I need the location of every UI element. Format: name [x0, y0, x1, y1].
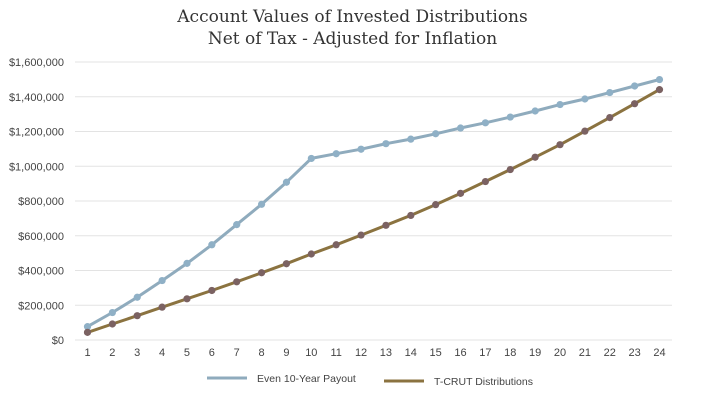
- data-point: [357, 231, 365, 239]
- data-point: [307, 250, 315, 258]
- data-point: [158, 303, 166, 311]
- x-tick-label: 4: [159, 347, 165, 359]
- data-point: [133, 293, 141, 301]
- y-tick-label: $400,000: [18, 266, 64, 278]
- chart-subtitle: Net of Tax - Adjusted for Inflation: [207, 29, 498, 49]
- x-tick-label: 8: [259, 347, 265, 359]
- y-tick-label: $200,000: [18, 300, 64, 312]
- data-point: [556, 100, 564, 109]
- data-point: [432, 201, 440, 209]
- legend-label: T-CRUT Distributions: [434, 376, 533, 388]
- data-point: [282, 178, 291, 186]
- data-point: [631, 82, 639, 90]
- x-tick-label: 15: [430, 347, 442, 359]
- data-point: [282, 260, 291, 268]
- x-tick-label: 11: [330, 347, 341, 359]
- y-tick-label: $600,000: [18, 231, 64, 243]
- x-tick-label: 2: [109, 347, 115, 359]
- data-point: [456, 124, 465, 132]
- data-point: [208, 241, 216, 249]
- x-tick-label: 10: [305, 347, 317, 359]
- data-point: [456, 189, 465, 197]
- x-tick-label: 3: [134, 347, 140, 359]
- data-point: [382, 221, 390, 229]
- series-lines: [83, 75, 664, 336]
- x-tick-label: 18: [504, 347, 516, 359]
- x-tick-label: 22: [604, 347, 616, 359]
- x-tick-label: 20: [554, 347, 566, 359]
- data-point: [307, 154, 315, 163]
- data-point: [83, 323, 92, 331]
- x-tick-label: 24: [653, 347, 665, 359]
- chart-title-line1: Account Values of Invested Distributions: [177, 7, 528, 27]
- data-point: [183, 295, 191, 303]
- data-point: [606, 88, 614, 97]
- data-point: [257, 200, 266, 208]
- data-point: [531, 107, 539, 115]
- data-point: [581, 127, 589, 135]
- series-t-crut-distributions: [83, 86, 664, 336]
- series-line: [87, 88, 661, 334]
- x-tick-label: 19: [529, 347, 541, 359]
- data-point: [133, 312, 141, 320]
- data-point: [606, 114, 614, 122]
- x-tick-label: 12: [355, 347, 367, 359]
- data-point: [108, 320, 116, 328]
- series-even-10-year-payout: [83, 75, 664, 331]
- data-point: [332, 241, 340, 249]
- data-point: [506, 165, 514, 174]
- data-point: [432, 130, 440, 138]
- data-point: [382, 140, 390, 148]
- x-tick-label: 9: [283, 347, 289, 359]
- x-tick-label: 23: [629, 347, 641, 359]
- y-tick-label: $800,000: [18, 196, 64, 208]
- data-point: [257, 269, 266, 277]
- y-tick-label: $1,000,000: [9, 161, 64, 173]
- data-point: [481, 177, 490, 186]
- legend-label: Even 10-Year Payout: [257, 373, 356, 385]
- chart-title: Account Values of Invested Distributions…: [0, 6, 705, 50]
- y-tick-label: $1,400,000: [9, 92, 64, 104]
- x-tick-label: 21: [579, 347, 591, 359]
- x-axis-ticks: 1 2 3 4 5 6 7 8 9 10 11 12 13 14 15 16 17 18 19 20 21 22 23 24: [84, 347, 665, 359]
- data-point: [183, 259, 191, 267]
- x-tick-label: 16: [454, 347, 466, 359]
- data-point: [332, 150, 340, 158]
- data-point: [556, 141, 564, 149]
- data-point: [631, 100, 639, 108]
- gridlines: [75, 61, 672, 341]
- y-tick-label: $1,200,000: [9, 127, 64, 139]
- data-point: [158, 276, 166, 285]
- x-tick-label: 17: [479, 347, 491, 359]
- x-tick-label: 5: [184, 347, 190, 359]
- legend: Even 10-Year Payout T-CRUT Distributions: [207, 373, 533, 388]
- data-point: [357, 145, 365, 153]
- data-point: [108, 308, 116, 317]
- data-point: [233, 221, 241, 229]
- x-tick-label: 13: [380, 347, 392, 359]
- data-point: [506, 113, 514, 121]
- data-point: [407, 211, 415, 220]
- data-point: [407, 135, 415, 143]
- x-tick-label: 14: [405, 347, 417, 359]
- data-point: [655, 86, 664, 94]
- y-tick-label: $1,600,000: [9, 57, 64, 69]
- x-tick-label: 7: [234, 347, 240, 359]
- data-point: [581, 95, 589, 103]
- x-tick-label: 1: [84, 347, 90, 359]
- data-point: [83, 328, 92, 336]
- x-tick-label: 6: [209, 347, 215, 359]
- data-point: [655, 75, 664, 84]
- data-point: [481, 119, 490, 127]
- data-point: [233, 278, 241, 286]
- y-tick-label: $0: [52, 335, 64, 347]
- y-axis-ticks: $0 $200,000 $400,000 $600,000 $800,000 $1,000…: [9, 57, 64, 347]
- data-point: [531, 153, 539, 161]
- series-line: [86, 78, 660, 328]
- data-point: [208, 286, 216, 295]
